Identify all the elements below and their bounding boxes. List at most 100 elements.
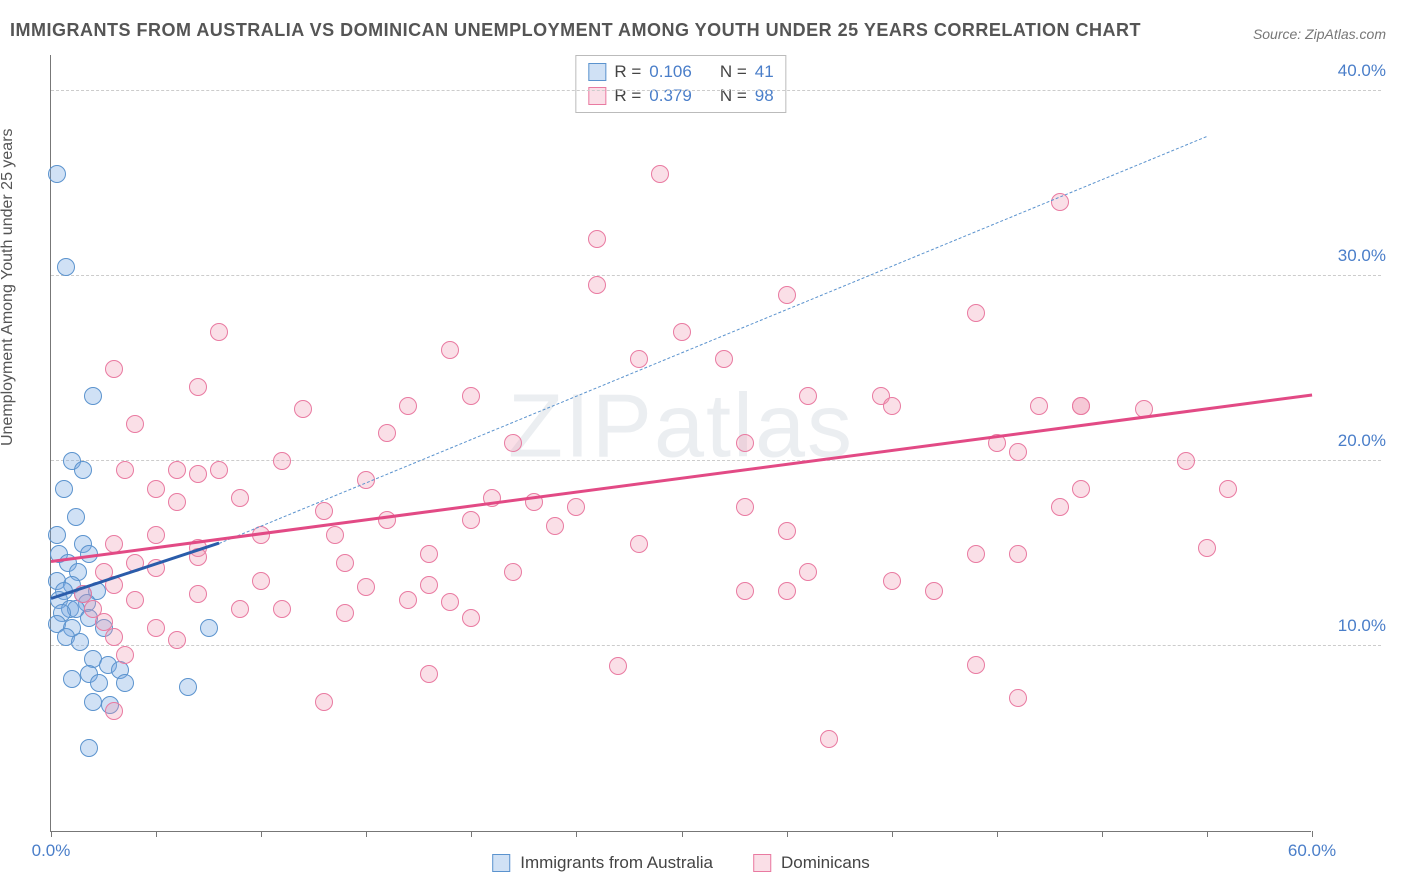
scatter-point — [336, 554, 354, 572]
x-tick — [366, 831, 367, 837]
scatter-point — [315, 502, 333, 520]
scatter-point — [48, 526, 66, 544]
scatter-point — [420, 576, 438, 594]
r-value: 0.106 — [649, 62, 692, 82]
x-tick — [1312, 831, 1313, 837]
scatter-point — [336, 604, 354, 622]
scatter-point — [189, 378, 207, 396]
scatter-point — [1009, 545, 1027, 563]
scatter-point — [105, 360, 123, 378]
scatter-point — [126, 415, 144, 433]
scatter-point — [84, 387, 102, 405]
y-tick-label: 10.0% — [1338, 616, 1386, 636]
scatter-point — [168, 493, 186, 511]
scatter-point — [778, 286, 796, 304]
scatter-point — [420, 665, 438, 683]
y-tick-label: 20.0% — [1338, 431, 1386, 451]
x-tick — [51, 831, 52, 837]
chart-container: IMMIGRANTS FROM AUSTRALIA VS DOMINICAN U… — [0, 0, 1406, 892]
correlation-legend: R =0.106N =41R =0.379N =98 — [575, 55, 786, 113]
scatter-point — [231, 489, 249, 507]
scatter-point — [820, 730, 838, 748]
scatter-point — [189, 465, 207, 483]
scatter-point — [1177, 452, 1195, 470]
scatter-point — [357, 578, 375, 596]
scatter-point — [462, 511, 480, 529]
plot-area: ZIPatlas R =0.106N =41R =0.379N =98 Immi… — [50, 55, 1311, 832]
scatter-point — [210, 323, 228, 341]
x-tick — [156, 831, 157, 837]
scatter-point — [736, 434, 754, 452]
scatter-point — [399, 591, 417, 609]
y-tick-label: 40.0% — [1338, 61, 1386, 81]
scatter-point — [90, 674, 108, 692]
scatter-point — [546, 517, 564, 535]
scatter-point — [57, 258, 75, 276]
scatter-point — [116, 646, 134, 664]
scatter-point — [504, 434, 522, 452]
scatter-point — [651, 165, 669, 183]
scatter-point — [147, 526, 165, 544]
scatter-point — [48, 165, 66, 183]
scatter-point — [715, 350, 733, 368]
scatter-point — [967, 304, 985, 322]
scatter-point — [883, 397, 901, 415]
x-tick — [261, 831, 262, 837]
scatter-point — [630, 350, 648, 368]
scatter-point — [67, 508, 85, 526]
source-label: Source: — [1253, 26, 1305, 42]
scatter-point — [799, 563, 817, 581]
n-value: 41 — [755, 62, 774, 82]
scatter-point — [588, 230, 606, 248]
scatter-point — [273, 600, 291, 618]
source-attribution: Source: ZipAtlas.com — [1253, 26, 1386, 42]
legend-row: R =0.379N =98 — [588, 84, 773, 108]
legend-swatch — [492, 854, 510, 872]
scatter-point — [1219, 480, 1237, 498]
gridline — [51, 645, 1381, 646]
scatter-point — [74, 461, 92, 479]
legend-item: Dominicans — [753, 853, 870, 873]
scatter-point — [630, 535, 648, 553]
legend-label: Immigrants from Australia — [520, 853, 713, 873]
x-tick — [1207, 831, 1208, 837]
x-tick — [892, 831, 893, 837]
scatter-point — [883, 572, 901, 590]
scatter-point — [210, 461, 228, 479]
scatter-point — [189, 585, 207, 603]
scatter-point — [567, 498, 585, 516]
n-label: N = — [720, 86, 747, 106]
scatter-point — [1009, 443, 1027, 461]
scatter-point — [967, 656, 985, 674]
scatter-point — [1051, 498, 1069, 516]
scatter-point — [462, 609, 480, 627]
legend-label: Dominicans — [781, 853, 870, 873]
scatter-point — [147, 619, 165, 637]
scatter-point — [147, 480, 165, 498]
scatter-point — [80, 739, 98, 757]
scatter-point — [736, 498, 754, 516]
scatter-point — [399, 397, 417, 415]
scatter-point — [116, 461, 134, 479]
scatter-point — [200, 619, 218, 637]
x-tick — [682, 831, 683, 837]
scatter-point — [63, 670, 81, 688]
legend-swatch — [753, 854, 771, 872]
scatter-point — [168, 631, 186, 649]
scatter-point — [326, 526, 344, 544]
scatter-point — [1072, 397, 1090, 415]
scatter-point — [105, 702, 123, 720]
scatter-point — [1198, 539, 1216, 557]
gridline — [51, 275, 1381, 276]
scatter-point — [231, 600, 249, 618]
gridline — [51, 90, 1381, 91]
scatter-point — [179, 678, 197, 696]
scatter-point — [736, 582, 754, 600]
y-axis-label: Unemployment Among Youth under 25 years — [0, 128, 17, 446]
scatter-point — [778, 582, 796, 600]
scatter-point — [925, 582, 943, 600]
scatter-point — [84, 693, 102, 711]
scatter-point — [420, 545, 438, 563]
scatter-point — [967, 545, 985, 563]
series-legend: Immigrants from Australia Dominicans — [492, 853, 870, 873]
